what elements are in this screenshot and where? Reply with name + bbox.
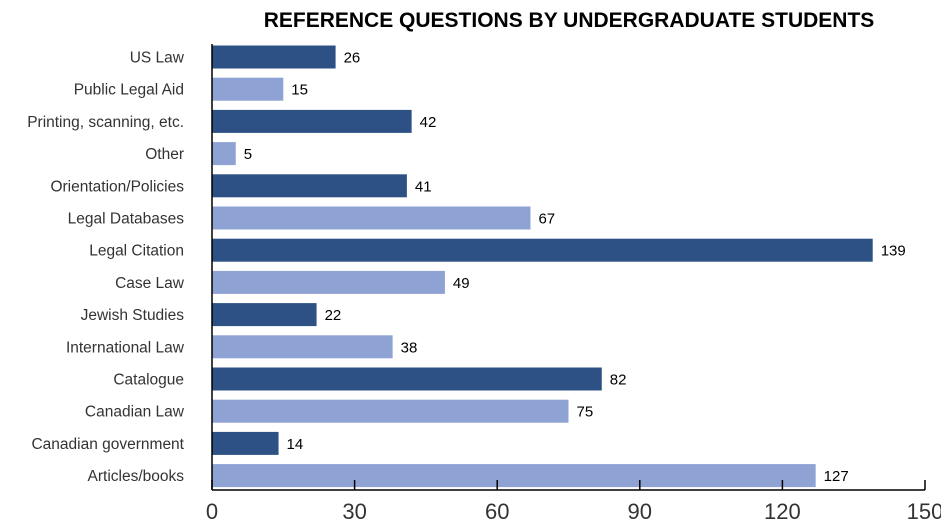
- data-label: 22: [325, 307, 342, 324]
- bar: [212, 142, 236, 166]
- category-label: International Law: [66, 339, 185, 356]
- category-label: US Law: [130, 50, 185, 67]
- category-label: Legal Citation: [89, 243, 184, 260]
- category-label: Printing, scanning, etc.: [27, 114, 184, 131]
- data-label: 26: [344, 50, 361, 67]
- data-label: 15: [291, 82, 308, 99]
- data-label: 139: [881, 243, 906, 260]
- category-label: Canadian government: [31, 436, 184, 453]
- category-label: Legal Databases: [68, 211, 185, 228]
- bar: [212, 464, 816, 488]
- data-label: 49: [453, 275, 470, 292]
- category-label: Articles/books: [88, 468, 185, 485]
- data-label: 5: [244, 146, 252, 163]
- bar: [212, 335, 393, 359]
- category-label: Catalogue: [113, 372, 184, 389]
- data-label: 42: [420, 114, 437, 131]
- category-label: Canadian Law: [85, 404, 185, 421]
- bar: [212, 174, 407, 198]
- bar: [212, 238, 873, 262]
- bar: [212, 399, 569, 423]
- bar: [212, 109, 412, 133]
- category-label: Public Legal Aid: [74, 82, 184, 99]
- category-label: Case Law: [115, 275, 185, 292]
- bar: [212, 431, 279, 455]
- x-tick-label: 0: [206, 499, 218, 524]
- bar: [212, 45, 336, 69]
- category-label: Orientation/Policies: [50, 178, 184, 195]
- data-label: 75: [577, 404, 594, 421]
- bar: [212, 77, 284, 101]
- data-label: 82: [610, 372, 627, 389]
- bar: [212, 206, 531, 230]
- x-tick-label: 90: [628, 499, 652, 524]
- chart-title: REFERENCE QUESTIONS BY UNDERGRADUATE STU…: [264, 9, 875, 32]
- axes-group: 0 30 60 90 120 150: [206, 44, 941, 524]
- x-tick-label: 30: [342, 499, 366, 524]
- bar: [212, 303, 317, 327]
- x-tick-label: 150: [907, 499, 941, 524]
- data-label: 127: [824, 468, 849, 485]
- category-label: Jewish Studies: [81, 307, 185, 324]
- data-label: 41: [415, 178, 432, 195]
- bar: [212, 367, 602, 391]
- x-tick-label: 120: [764, 499, 801, 524]
- bar: [212, 270, 445, 294]
- category-label: Other: [145, 146, 184, 163]
- x-tick-label: 60: [485, 499, 509, 524]
- bars-group: US Law 26 Public Legal Aid 15 Printing, scan…: [27, 45, 906, 488]
- data-label: 67: [538, 211, 555, 228]
- data-label: 38: [401, 339, 418, 356]
- data-label: 14: [287, 436, 304, 453]
